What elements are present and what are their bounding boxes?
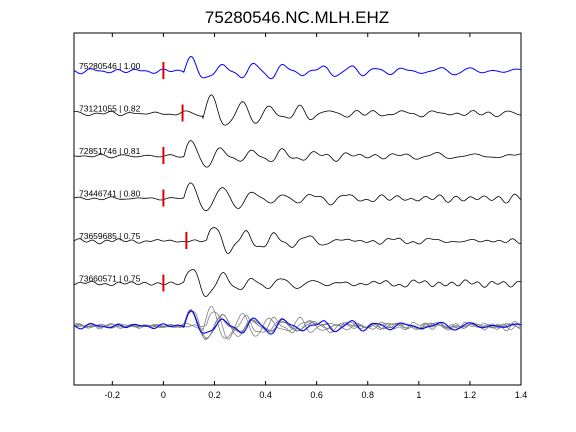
trace-label: 73446741 | 0.80 <box>79 189 141 199</box>
x-tick-label: 1.4 <box>515 390 528 400</box>
waveform-trace <box>73 182 522 211</box>
waveform-trace <box>73 94 522 126</box>
x-tick-label: 0.6 <box>310 390 323 400</box>
waveform-trace <box>73 269 522 297</box>
stacked-waveform <box>73 310 522 335</box>
trace-label: 73660571 | 0.75 <box>79 274 141 284</box>
trace-label: 75280546 | 1.00 <box>79 61 141 71</box>
x-tick-label: -0.2 <box>105 390 121 400</box>
stacked-waveform <box>73 306 522 339</box>
stacked-waveform <box>73 309 522 340</box>
trace-label: 73659685 | 0.75 <box>79 231 141 241</box>
waveform-trace <box>73 55 522 80</box>
x-tick-label: 1.2 <box>464 390 477 400</box>
pick-markers <box>162 62 188 292</box>
waveform-trace <box>73 140 522 168</box>
x-tick-label: 0.2 <box>208 390 221 400</box>
trace-group <box>73 55 522 297</box>
stacked-traces <box>73 306 522 341</box>
plot-frame <box>73 32 522 386</box>
trace-labels: 75280546 | 1.00 73121055 | 0.82 72851746 |… <box>79 61 141 284</box>
x-tick-label: 0 <box>161 390 166 400</box>
x-axis: -0.2 0 0.2 0.4 0.6 0.8 1 1.2 1.4 <box>105 33 528 400</box>
stacked-waveform <box>73 309 522 339</box>
x-tick-label: 0.8 <box>361 390 374 400</box>
waveform-trace <box>73 227 522 254</box>
trace-label: 72851746 | 0.81 <box>79 146 141 156</box>
chart-title: 75280546.NC.MLH.EHZ <box>205 8 389 27</box>
trace-label: 73121055 | 0.82 <box>79 104 141 114</box>
x-tick-label: 0.4 <box>259 390 272 400</box>
x-tick-label: 1 <box>416 390 421 400</box>
